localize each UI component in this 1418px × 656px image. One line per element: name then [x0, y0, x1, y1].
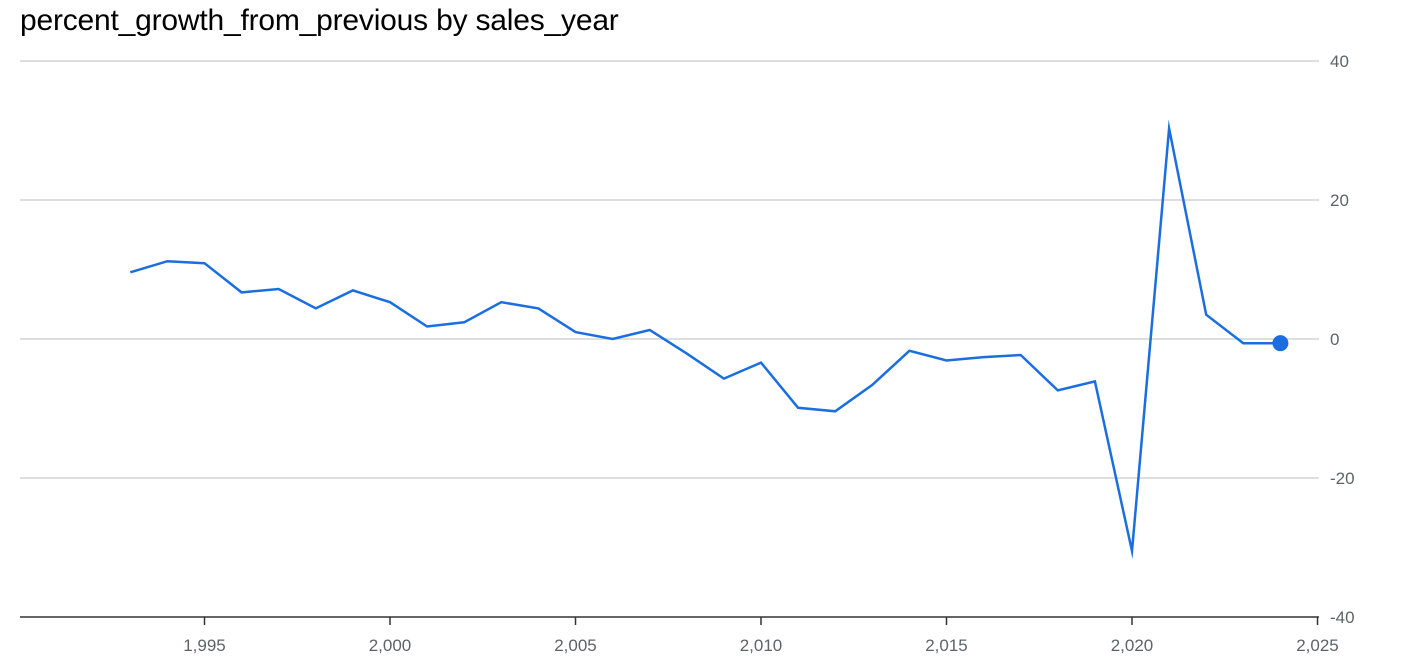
x-axis: 1,995 2,000 2,005 2,010 2,015 2,020 2,025: [20, 616, 1339, 655]
y-axis-ticks: 40 20 0 -20 -40: [1330, 52, 1355, 627]
series-line: [129, 119, 1281, 560]
highlighted-point: [1272, 335, 1289, 352]
x-tick-label: 2,025: [1296, 636, 1339, 655]
x-tick-label: 2,000: [369, 636, 412, 655]
x-tick-label: 1,995: [183, 636, 226, 655]
chart-title: percent_growth_from_previous by sales_ye…: [20, 4, 619, 37]
y-tick-label: -20: [1330, 469, 1355, 488]
y-tick-label: 0: [1330, 330, 1339, 349]
x-tick-label: 2,020: [1111, 636, 1154, 655]
y-tick-label: 40: [1330, 52, 1349, 71]
x-tick-label: 2,005: [554, 636, 597, 655]
y-tick-label: 20: [1330, 191, 1349, 210]
x-tick-label: 2,015: [925, 636, 968, 655]
y-tick-label: -40: [1330, 608, 1355, 627]
series-layer: [129, 119, 1289, 560]
x-tick-label: 2,010: [740, 636, 783, 655]
grid-lines: [20, 60, 1319, 479]
